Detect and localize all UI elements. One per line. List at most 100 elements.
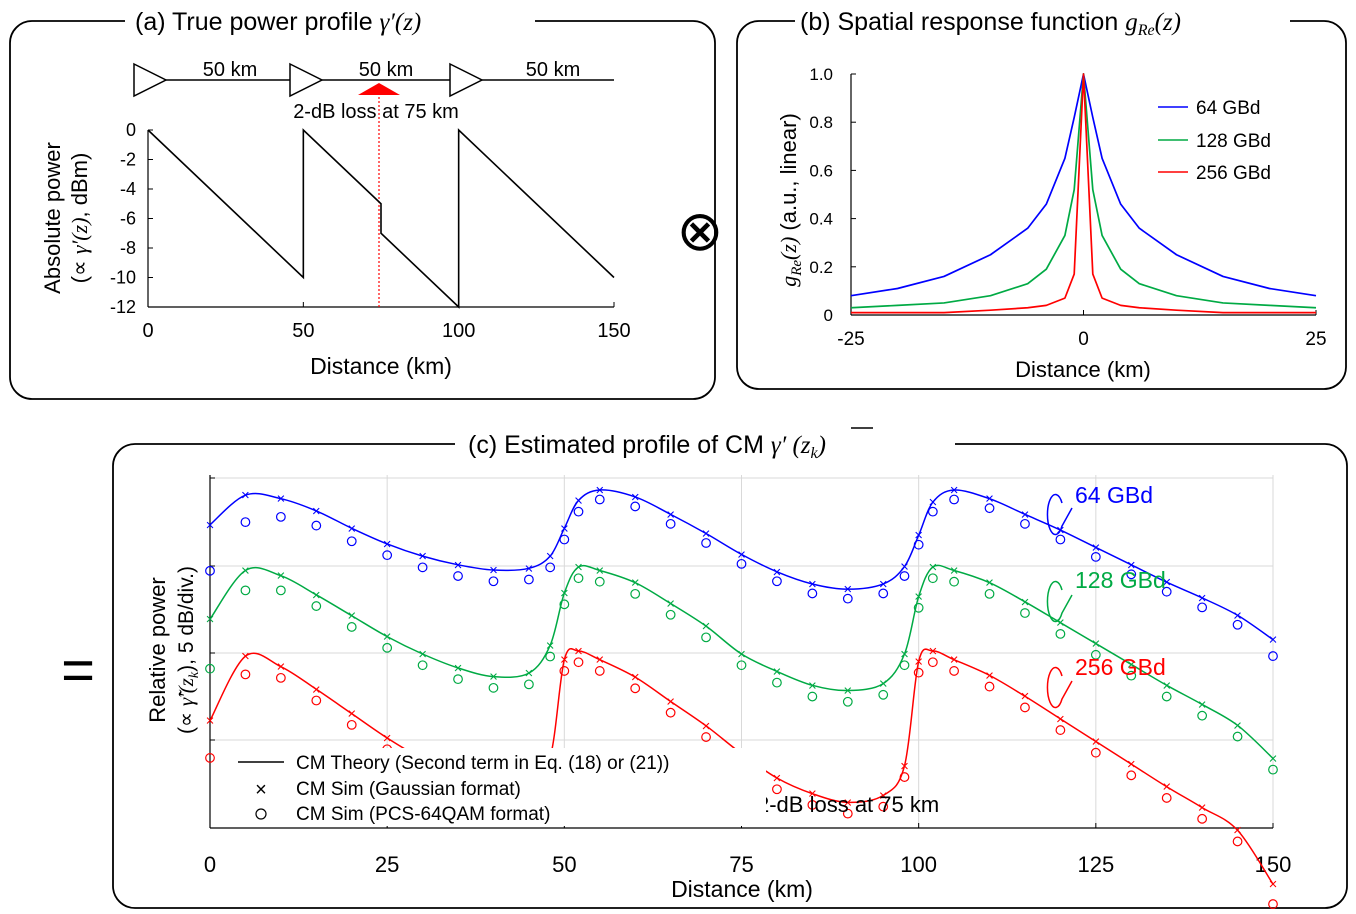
- gaussian-sim-marker: ×: [206, 517, 215, 534]
- pcs-sim-marker: [913, 667, 924, 678]
- loss-marker-icon: [358, 83, 400, 95]
- link-diagram: 50 km 50 km 50 km 2-dB loss at 75 km: [133, 59, 614, 123]
- gaussian-sim-marker: ×: [418, 646, 427, 663]
- x-tick-label: 150: [597, 320, 630, 342]
- pcs-sim-marker: [346, 622, 357, 632]
- gaussian-sim-marker: ×: [1198, 800, 1207, 817]
- gaussian-sim-marker: ×: [1269, 750, 1278, 767]
- pcs-sim-marker: [594, 576, 605, 587]
- pcs-sim-marker: [1020, 608, 1030, 618]
- panel-a-title: (a) True power profile γ′(z): [135, 8, 421, 36]
- pcs-sim-marker: [559, 534, 570, 545]
- pcs-sim-marker: [1090, 649, 1101, 660]
- gaussian-sim-marker: ×: [241, 487, 250, 504]
- x-tick-label: 0: [1078, 329, 1089, 350]
- series-64-gbd: × × × × × × × × × × × × × × × × × × × × × × × × × × × × × × × × × × ×: [205, 482, 1278, 661]
- gaussian-sim-marker: ×: [1056, 615, 1065, 632]
- gaussian-sim-marker: ×: [276, 568, 285, 585]
- pcs-sim-marker: [899, 571, 910, 581]
- pcs-sim-marker: [417, 660, 428, 671]
- pcs-sim-marker: [701, 632, 711, 643]
- gaussian-sim-marker: ×: [454, 557, 463, 574]
- gaussian-sim-marker: ×: [1091, 733, 1100, 750]
- gaussian-sim-marker: ×: [666, 506, 675, 523]
- pcs-sim-marker: [736, 558, 747, 569]
- pcs-sim-marker: [240, 669, 251, 680]
- legend-cross-icon: ×: [255, 779, 267, 801]
- gaussian-sim-marker: ×: [1162, 779, 1171, 796]
- legend-label: CM Sim (PCS-64QAM format): [296, 804, 550, 825]
- pcs-sim-marker: [913, 539, 924, 550]
- x-tick-label: 150: [1255, 852, 1292, 877]
- panel-b-legend: 64 GBd 128 GBd 256 GBd: [1158, 98, 1271, 184]
- gaussian-sim-marker: ×: [950, 562, 959, 579]
- pcs-sim-marker: [807, 588, 818, 599]
- pcs-sim-marker: [1020, 518, 1030, 529]
- gaussian-sim-marker: ×: [1127, 656, 1136, 673]
- gaussian-sim-marker: ×: [900, 646, 909, 663]
- gaussian-sim-marker: ×: [631, 489, 640, 506]
- equals-operator: =: [61, 638, 95, 703]
- pcs-sim-marker: [701, 732, 711, 742]
- pcs-sim-marker: [1090, 552, 1101, 562]
- power-profile-line: [147, 128, 615, 309]
- x-tick-label: 0: [204, 852, 216, 877]
- pcs-sim-marker: [1161, 691, 1172, 702]
- gaussian-sim-marker: ×: [1091, 539, 1100, 556]
- series-callouts: 64 GBd 128 GBd 256 GBd: [1046, 482, 1166, 709]
- panel-c: (c) Estimated profile of CM γ′ (zk) 0 25 5…: [112, 425, 1348, 909]
- pcs-sim-marker: [807, 691, 818, 702]
- amplifier-icon: [289, 62, 324, 98]
- pcs-sim-marker: [899, 772, 910, 782]
- gaussian-sim-marker: ×: [1127, 756, 1136, 773]
- x-tick-label: 125: [1077, 852, 1114, 877]
- pcs-sim-marker: [524, 574, 534, 585]
- gaussian-sim-marker: ×: [241, 648, 250, 665]
- theory-line: [209, 564, 1274, 759]
- pcs-sim-marker: [630, 588, 641, 599]
- gaussian-sim-marker: ×: [418, 548, 427, 565]
- gaussian-sim-marker: ×: [843, 683, 852, 700]
- pcs-sim-marker: [927, 506, 938, 517]
- pcs-sim-marker: [984, 503, 995, 514]
- pcs-sim-marker: [205, 565, 215, 576]
- gaussian-sim-marker: ×: [985, 575, 994, 592]
- pcs-sim-marker: [1197, 710, 1208, 721]
- gaussian-sim-marker: ×: [808, 576, 817, 593]
- gaussian-sim-marker: ×: [206, 611, 215, 628]
- pcs-sim-marker: [1268, 899, 1278, 909]
- pcs-sim-marker: [311, 695, 322, 706]
- gaussian-sim-marker: ×: [985, 491, 994, 508]
- pcs-sim-marker: [665, 707, 676, 718]
- y-tick-label: 0: [824, 306, 833, 325]
- pcs-sim-marker: [382, 550, 393, 561]
- gaussian-sim-marker: ×: [1233, 607, 1242, 624]
- pcs-sim-marker: [1161, 793, 1172, 803]
- pcs-sim-marker: [311, 601, 322, 611]
- y-tick-label: 1.0: [809, 65, 833, 84]
- gaussian-sim-marker: ×: [900, 559, 909, 576]
- pcs-sim-marker: [1055, 629, 1066, 639]
- theory-line: [209, 489, 1274, 641]
- pcs-sim-marker: [807, 800, 818, 810]
- pcs-sim-marker: [630, 683, 641, 694]
- pcs-sim-marker: [311, 520, 322, 531]
- gaussian-sim-marker: ×: [702, 526, 711, 543]
- span-label: 50 km: [526, 59, 580, 81]
- gaussian-sim-marker: ×: [950, 652, 959, 669]
- panel-a-axes: 0 -2 -4 -6 -8 -10 -12 0 50 100 150: [110, 97, 631, 342]
- convolution-operator: ⊗: [677, 199, 724, 262]
- legend-label: 128 GBd: [1196, 131, 1271, 152]
- panel-b-title: (b) Spatial response function gRe(z): [800, 8, 1181, 39]
- y-tick-label: 0.6: [809, 161, 833, 180]
- series-label: 64 GBd: [1075, 482, 1153, 508]
- pcs-sim-marker: [240, 585, 251, 596]
- pcs-sim-marker: [573, 506, 584, 517]
- gaussian-sim-marker: ×: [347, 608, 356, 625]
- pcs-sim-marker: [545, 651, 556, 662]
- pcs-sim-marker: [488, 682, 499, 693]
- gaussian-sim-marker: ×: [773, 663, 782, 680]
- gaussian-sim-marker: ×: [276, 491, 285, 508]
- gaussian-sim-marker: ×: [773, 564, 782, 581]
